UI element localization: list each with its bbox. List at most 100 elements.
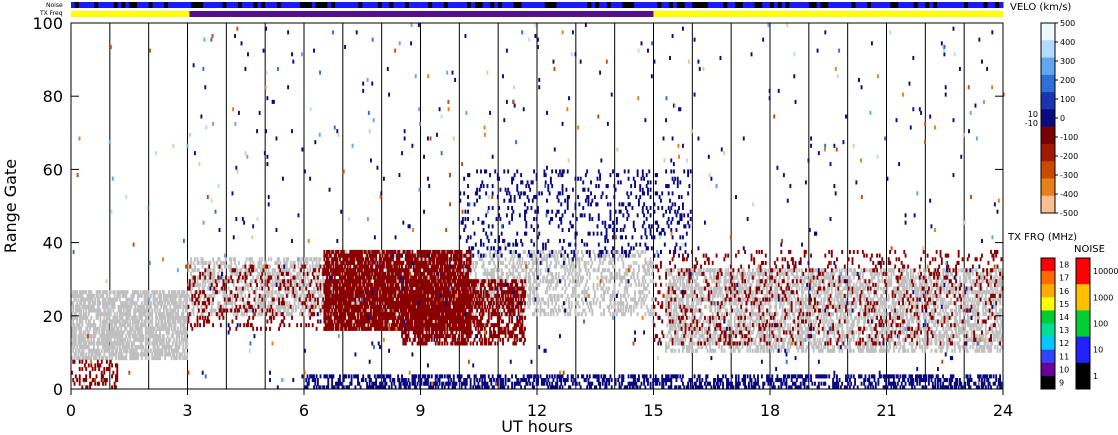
ground-scatter-cell bbox=[678, 348, 680, 353]
ground-scatter-cell bbox=[644, 312, 647, 317]
ground-scatter-cell bbox=[643, 282, 646, 287]
ground-scatter-cell bbox=[283, 297, 286, 302]
ground-scatter-cell bbox=[508, 260, 511, 265]
ground-scatter-cell bbox=[153, 348, 156, 353]
ground-scatter-cell bbox=[445, 279, 447, 284]
ground-scatter-cell bbox=[151, 334, 154, 339]
ground-scatter-cell bbox=[402, 271, 405, 276]
ground-scatter-cell bbox=[499, 275, 502, 280]
ground-scatter-cell bbox=[609, 301, 612, 306]
ground-scatter-cell bbox=[82, 290, 85, 295]
ground-scatter-cell bbox=[732, 282, 735, 287]
ground-scatter-cell bbox=[689, 341, 692, 346]
ground-scatter-cell bbox=[687, 348, 690, 353]
ground-scatter-cell bbox=[232, 257, 235, 262]
ground-scatter-cell bbox=[213, 268, 216, 273]
ground-scatter-cell bbox=[768, 301, 771, 306]
ground-scatter-cell bbox=[711, 293, 714, 298]
ground-scatter-cell bbox=[711, 268, 714, 273]
ground-scatter-cell bbox=[767, 337, 770, 342]
ground-scatter-cell bbox=[338, 279, 341, 284]
ground-scatter-cell bbox=[584, 264, 587, 269]
ground-scatter-cell bbox=[492, 268, 495, 273]
ground-scatter-cell bbox=[230, 257, 233, 262]
ground-scatter-cell bbox=[786, 308, 789, 313]
ground-scatter-cell bbox=[113, 352, 116, 357]
ground-scatter-cell bbox=[568, 304, 570, 309]
ground-scatter-cell bbox=[78, 345, 81, 350]
ground-scatter-cell bbox=[788, 301, 791, 306]
ground-scatter-cell bbox=[259, 312, 262, 317]
ground-scatter-cell bbox=[750, 330, 753, 335]
ground-scatter-cell bbox=[96, 293, 99, 298]
ground-scatter-cell bbox=[130, 297, 133, 302]
ground-scatter-cell bbox=[707, 330, 710, 335]
ground-scatter-cell bbox=[614, 293, 617, 298]
ground-scatter-cell bbox=[719, 271, 722, 276]
ground-scatter-cell bbox=[549, 249, 552, 254]
ground-scatter-cell bbox=[649, 308, 652, 313]
ground-scatter-cell bbox=[613, 290, 616, 295]
ground-scatter-cell bbox=[230, 260, 233, 265]
ground-scatter-cell bbox=[316, 264, 319, 269]
ground-scatter-cell bbox=[73, 312, 76, 317]
ground-scatter-cell bbox=[124, 356, 126, 361]
ground-scatter-cell bbox=[284, 260, 287, 265]
noise-strip-cell bbox=[933, 2, 938, 8]
ground-scatter-cell bbox=[169, 304, 172, 309]
ground-scatter-cell bbox=[181, 330, 183, 335]
ground-scatter-cell bbox=[73, 326, 76, 331]
ground-scatter-cell bbox=[127, 341, 130, 346]
ground-scatter-cell bbox=[239, 275, 242, 280]
noise-strip-cell bbox=[603, 2, 608, 8]
ground-scatter-cell bbox=[676, 315, 679, 320]
ground-scatter-cell bbox=[619, 304, 622, 309]
ground-scatter-cell bbox=[71, 334, 73, 339]
ground-scatter-cell bbox=[746, 279, 749, 284]
ground-scatter-cell bbox=[593, 293, 596, 298]
ground-scatter-cell bbox=[95, 308, 98, 313]
ground-scatter-cell bbox=[688, 348, 691, 353]
ground-scatter-cell bbox=[702, 319, 705, 324]
ground-scatter-cell bbox=[142, 290, 145, 295]
ground-scatter-cell bbox=[762, 271, 765, 276]
ground-scatter-cell bbox=[604, 257, 607, 262]
ground-scatter-cell bbox=[483, 290, 486, 295]
ground-scatter-cell bbox=[603, 297, 605, 302]
ground-scatter-cell bbox=[107, 326, 110, 331]
ground-scatter-cell bbox=[630, 275, 633, 280]
ground-scatter-cell bbox=[166, 312, 169, 317]
ground-scatter-cell bbox=[709, 323, 712, 328]
ground-scatter-cell bbox=[212, 268, 214, 273]
ground-scatter-cell bbox=[168, 290, 170, 295]
ground-scatter-cell bbox=[736, 330, 739, 335]
ground-scatter-cell bbox=[397, 264, 400, 269]
ground-scatter-cell bbox=[291, 312, 293, 317]
ground-scatter-cell bbox=[716, 286, 719, 291]
ground-scatter-cell bbox=[669, 268, 671, 273]
ground-scatter-cell bbox=[175, 293, 178, 298]
ground-scatter-cell bbox=[85, 315, 88, 320]
ground-scatter-cell bbox=[137, 308, 139, 313]
ground-scatter-cell bbox=[696, 348, 699, 353]
ground-scatter-cell bbox=[689, 304, 692, 309]
ground-scatter-cell bbox=[135, 326, 138, 331]
ground-scatter-cell bbox=[122, 341, 125, 346]
ground-scatter-cell bbox=[170, 345, 173, 350]
ground-scatter-cell bbox=[183, 348, 186, 353]
ground-scatter-cell bbox=[256, 268, 258, 273]
ground-scatter-cell bbox=[555, 282, 558, 287]
ground-scatter-cell bbox=[612, 264, 614, 269]
ground-scatter-cell bbox=[710, 286, 713, 291]
ground-scatter-cell bbox=[131, 319, 134, 324]
ground-scatter-cell bbox=[678, 275, 680, 280]
ground-scatter-cell bbox=[473, 301, 476, 306]
ground-scatter-cell bbox=[650, 297, 653, 302]
ground-scatter-cell bbox=[146, 290, 148, 295]
noise-strip-cell bbox=[148, 2, 154, 8]
ground-scatter-cell bbox=[174, 341, 177, 346]
ground-scatter-cell bbox=[700, 286, 702, 291]
ground-scatter-cell bbox=[190, 312, 192, 317]
ground-scatter-cell bbox=[182, 308, 185, 313]
ground-scatter-cell bbox=[227, 275, 230, 280]
